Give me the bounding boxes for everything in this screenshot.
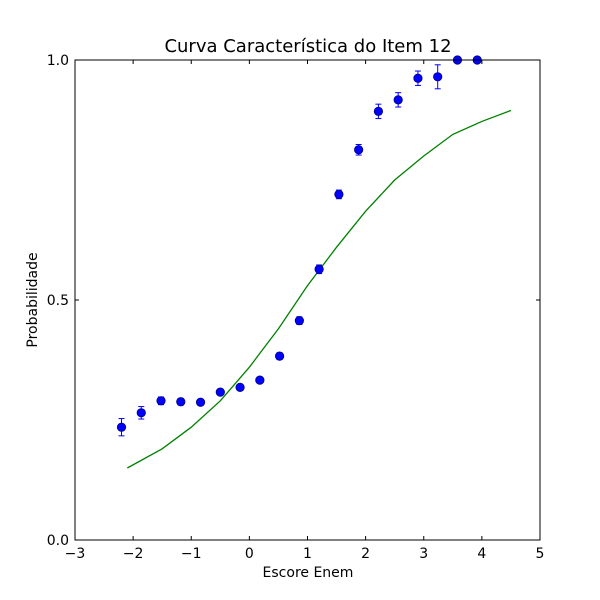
x-tick-label: 4 bbox=[477, 546, 486, 562]
y-axis-label: Probabilidade bbox=[25, 252, 41, 347]
x-tick-label: −1 bbox=[181, 546, 202, 562]
data-point-group bbox=[136, 406, 146, 420]
data-point-group bbox=[274, 351, 285, 361]
y-tick-label: 0.0 bbox=[47, 533, 69, 549]
chart-title: Curva Característica do Item 12 bbox=[164, 36, 451, 57]
data-point bbox=[314, 264, 324, 274]
data-point-group bbox=[433, 64, 443, 90]
x-tick-label: −2 bbox=[123, 546, 144, 562]
data-point-group bbox=[195, 397, 206, 407]
data-point bbox=[354, 145, 364, 155]
x-tick-label: 0 bbox=[245, 546, 254, 562]
data-point bbox=[136, 408, 146, 418]
data-point-group bbox=[373, 103, 384, 120]
x-tick-label: 2 bbox=[361, 546, 370, 562]
data-point bbox=[334, 189, 344, 199]
data-point-group bbox=[354, 143, 364, 156]
data-point bbox=[116, 422, 127, 432]
data-point bbox=[413, 73, 423, 83]
data-point-group bbox=[255, 375, 265, 385]
data-point-group bbox=[393, 92, 403, 108]
data-point bbox=[294, 316, 304, 326]
x-tick-label: 1 bbox=[303, 546, 312, 562]
data-point bbox=[235, 382, 245, 392]
data-point bbox=[433, 72, 443, 82]
axis-ticks: −3 −2 −1 0 1 2 3 4 5 0.0 0.5 1.0 bbox=[47, 53, 545, 562]
data-point-group bbox=[156, 396, 166, 406]
data-point bbox=[195, 397, 206, 407]
model-curve-line bbox=[126, 109, 512, 469]
data-point-group bbox=[314, 264, 324, 275]
x-axis-label: Escore Enem bbox=[263, 565, 354, 581]
data-point bbox=[393, 95, 403, 105]
data-point bbox=[373, 106, 384, 116]
data-point-group bbox=[413, 70, 423, 86]
data-point-group bbox=[116, 418, 127, 437]
y-tick-label: 0.5 bbox=[47, 293, 69, 309]
x-tick-label: −3 bbox=[65, 546, 86, 562]
data-point-group bbox=[176, 397, 186, 407]
data-point-group bbox=[235, 382, 245, 392]
data-point bbox=[156, 396, 166, 406]
data-point-group bbox=[334, 189, 344, 200]
data-point bbox=[176, 397, 186, 407]
data-point bbox=[255, 375, 265, 385]
x-tick-label: 3 bbox=[419, 546, 428, 562]
data-point bbox=[274, 351, 285, 361]
data-point bbox=[215, 387, 225, 397]
data-point-group bbox=[215, 387, 225, 397]
plot-frame bbox=[74, 59, 541, 541]
plot-area bbox=[116, 55, 512, 469]
x-tick-label: 5 bbox=[536, 546, 545, 562]
data-point-group bbox=[294, 316, 304, 326]
y-tick-label: 1.0 bbox=[47, 53, 69, 69]
